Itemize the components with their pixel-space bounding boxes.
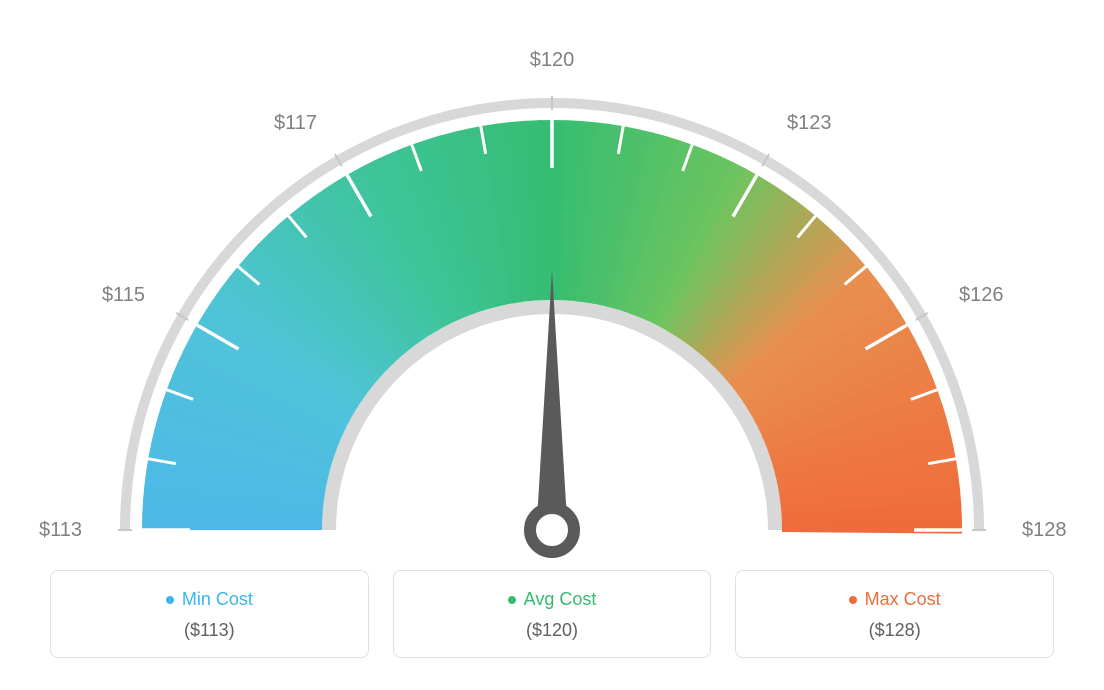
gauge-tick-label: $113 bbox=[39, 519, 82, 541]
legend-card-avg: Avg Cost ($120) bbox=[393, 570, 712, 658]
legend-title-max: Max Cost bbox=[849, 589, 941, 610]
gauge-tick-label: $117 bbox=[274, 112, 317, 134]
legend-value-min: ($113) bbox=[63, 620, 356, 641]
dot-icon bbox=[849, 596, 857, 604]
gauge-pivot bbox=[530, 508, 574, 552]
legend-row: Min Cost ($113) Avg Cost ($120) Max Cost… bbox=[0, 570, 1104, 658]
legend-label-max: Max Cost bbox=[865, 589, 941, 610]
legend-card-min: Min Cost ($113) bbox=[50, 570, 369, 658]
legend-value-max: ($128) bbox=[748, 620, 1041, 641]
legend-label-avg: Avg Cost bbox=[524, 589, 597, 610]
legend-value-avg: ($120) bbox=[406, 620, 699, 641]
gauge-tick-label: $123 bbox=[787, 112, 832, 134]
dot-icon bbox=[166, 596, 174, 604]
legend-title-avg: Avg Cost bbox=[508, 589, 597, 610]
gauge-tick-label: $120 bbox=[530, 49, 575, 71]
legend-label-min: Min Cost bbox=[182, 589, 253, 610]
dot-icon bbox=[508, 596, 516, 604]
gauge-svg: $113 $115 $117 $120 $123 $126 $128 bbox=[0, 0, 1104, 560]
gauge-tick-label: $115 bbox=[102, 284, 145, 306]
legend-card-max: Max Cost ($128) bbox=[735, 570, 1054, 658]
legend-title-min: Min Cost bbox=[166, 589, 253, 610]
gauge-tick-label: $128 bbox=[1022, 519, 1067, 541]
gauge-chart: $113 $115 $117 $120 $123 $126 $128 bbox=[0, 0, 1104, 560]
gauge-tick-label: $126 bbox=[959, 284, 1004, 306]
